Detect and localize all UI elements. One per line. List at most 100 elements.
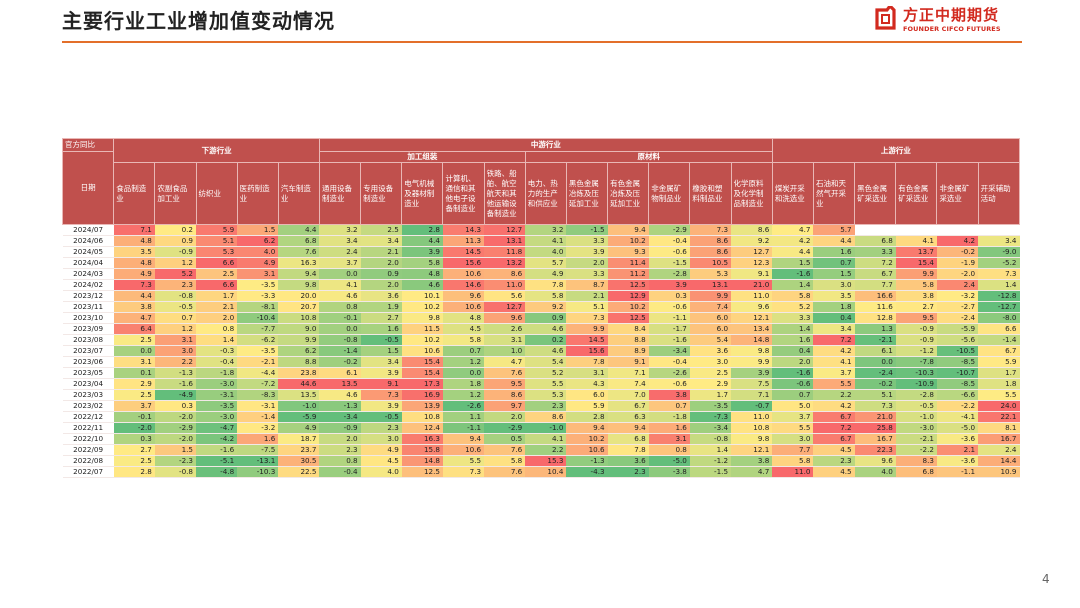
value-cell: 1.5 — [154, 444, 197, 456]
value-cell: -0.4 — [196, 356, 238, 368]
value-cell: 6.6 — [196, 279, 238, 291]
value-cell: 2.8 — [113, 466, 155, 478]
value-cell: 10.2 — [607, 301, 649, 313]
value-cell: -3.2 — [237, 422, 279, 434]
value-cell: 0.9 — [360, 268, 402, 280]
page-number: 4 — [1042, 572, 1050, 586]
value-cell: -0.6 — [772, 378, 814, 390]
value-cell: 9.9 — [731, 356, 773, 368]
value-cell: 2.3 — [525, 400, 567, 412]
value-cell: 4.1 — [895, 235, 937, 247]
value-cell: 5.4 — [689, 334, 732, 346]
value-cell: 0.0 — [319, 268, 361, 280]
value-cell: 8.7 — [566, 279, 608, 291]
value-cell: 9.9 — [895, 268, 937, 280]
value-cell: 2.3 — [319, 444, 361, 456]
value-cell: 9.6 — [731, 301, 773, 313]
value-cell: 3.9 — [566, 246, 608, 258]
value-cell: -4.7 — [196, 422, 238, 434]
value-cell: -3.6 — [936, 455, 979, 467]
value-cell: 0.3 — [648, 290, 690, 302]
value-cell: 9.8 — [401, 312, 443, 324]
value-cell: 5.9 — [566, 400, 608, 412]
value-cell: 2.1 — [566, 290, 608, 302]
row-date: 2024/05 — [62, 246, 114, 258]
value-cell: 2.2 — [525, 444, 567, 456]
value-cell: 6.8 — [607, 433, 649, 445]
value-cell: 9.5 — [895, 312, 937, 324]
group-upstream: 上游行业 — [771, 138, 1021, 163]
value-cell: 3.3 — [566, 235, 608, 247]
value-cell: 9.1 — [731, 268, 773, 280]
value-cell: 8.6 — [689, 246, 732, 258]
value-cell: -4.1 — [936, 411, 979, 423]
subgroup-equipment: 加工组装 — [318, 151, 526, 163]
value-cell: 2.3 — [360, 422, 402, 434]
value-cell: 5.8 — [484, 455, 526, 467]
value-cell: 6.0 — [689, 312, 732, 324]
value-cell: 3.6 — [360, 290, 402, 302]
group-midstream: 中游行业 — [318, 138, 773, 152]
value-cell: 3.3 — [772, 312, 814, 324]
value-cell: -8.3 — [237, 389, 279, 401]
value-cell: 7.1 — [607, 367, 649, 379]
value-cell: 8.9 — [607, 345, 649, 357]
value-cell: 7.2 — [854, 257, 896, 269]
value-cell: 10.8 — [278, 312, 320, 324]
value-cell: -3.4 — [689, 422, 732, 434]
value-cell: 21.0 — [731, 279, 773, 291]
row-date: 2023/06 — [62, 356, 114, 368]
value-cell: 2.3 — [607, 466, 649, 478]
value-cell: 7.8 — [566, 356, 608, 368]
value-cell: -10.5 — [936, 345, 979, 357]
value-cell: 1.6 — [360, 323, 402, 335]
value-cell: 3.4 — [360, 235, 402, 247]
value-cell: -1.5 — [689, 466, 732, 478]
value-cell: -2.0 — [154, 433, 197, 445]
value-cell: 4.1 — [525, 433, 567, 445]
industry-value-added-table: 官方同比 下游行业 中游行业 上游行业 日期 加工组装 原材料 食品制造业 农副食… — [61, 138, 1021, 478]
value-cell: -5.9 — [936, 323, 979, 335]
value-cell: 22.1 — [978, 411, 1020, 423]
value-cell: 3.8 — [113, 301, 155, 313]
value-cell: -2.6 — [648, 367, 690, 379]
value-cell: -10.9 — [895, 378, 937, 390]
value-cell: 1.5 — [813, 268, 855, 280]
value-cell: 2.6 — [484, 323, 526, 335]
value-cell: 11.4 — [607, 257, 649, 269]
value-cell: 7.7 — [772, 444, 814, 456]
value-cell: 4.5 — [442, 323, 485, 335]
value-cell: 3.9 — [360, 400, 402, 412]
industry-header: 纺织业 — [195, 162, 238, 225]
row-date: 2022/10 — [62, 433, 114, 445]
table-row: 2022/12 -0.1 -2.0 -3.0 -1.4 -5.9 -3.4 -0.5 10.8 1… — [62, 411, 1020, 423]
value-cell: 13.5 — [278, 389, 320, 401]
value-cell: -0.8 — [319, 334, 361, 346]
value-cell: 14.8 — [731, 334, 773, 346]
value-cell: -8.5 — [936, 356, 979, 368]
value-cell: -2.0 — [154, 411, 197, 423]
value-cell: 0.8 — [196, 323, 238, 335]
row-date: 2024/07 — [62, 224, 114, 236]
value-cell: -1.8 — [648, 411, 690, 423]
value-cell: 21.0 — [854, 411, 896, 423]
value-cell: -6.2 — [237, 334, 279, 346]
value-cell: -1.2 — [895, 345, 937, 357]
value-cell: 8.6 — [484, 389, 526, 401]
value-cell: 1.2 — [154, 257, 197, 269]
value-cell: -1.1 — [442, 422, 485, 434]
industry-header: 橡胶和塑料制品业 — [689, 162, 732, 225]
value-cell: -10.3 — [895, 367, 937, 379]
value-cell: 5.8 — [772, 290, 814, 302]
value-cell: 12.4 — [401, 422, 443, 434]
table-row: 2023/07 0.0 3.0 -0.3 -3.5 6.2 -1.4 1.5 10.6 0.7 1.… — [62, 345, 1020, 357]
table-row: 2022/08 2.5 -2.3 -5.1 -13.1 30.5 0.8 4.5 14.8 5.5… — [62, 455, 1020, 467]
value-cell: 0.3 — [113, 433, 155, 445]
company-logo: 方正中期期货 FOUNDER CIFCO FUTURES — [873, 4, 1023, 38]
value-cell: -1.3 — [154, 367, 197, 379]
value-cell: 2.5 — [113, 389, 155, 401]
value-cell: -5.2 — [978, 257, 1020, 269]
value-cell: 5.1 — [196, 235, 238, 247]
value-cell: 0.3 — [154, 400, 197, 412]
value-cell: 4.4 — [813, 235, 855, 247]
